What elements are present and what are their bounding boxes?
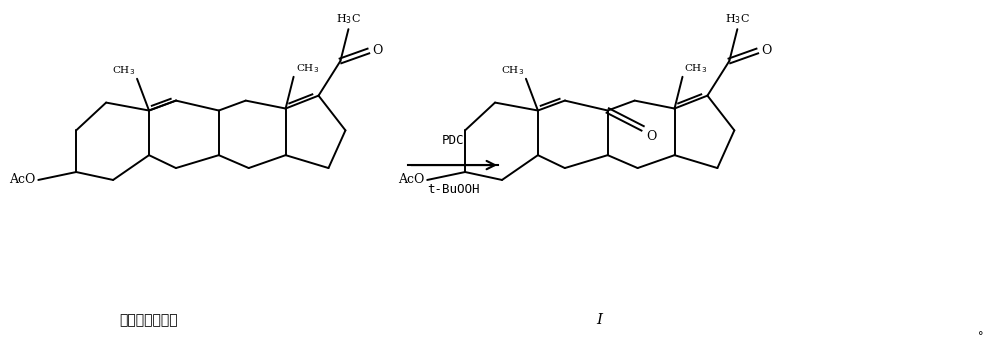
Text: O: O — [372, 44, 383, 57]
Text: °: ° — [978, 331, 984, 341]
Text: CH$_3$: CH$_3$ — [296, 62, 319, 75]
Text: CH$_3$: CH$_3$ — [501, 64, 524, 77]
Text: I: I — [597, 313, 603, 327]
Text: H$_3$C: H$_3$C — [725, 12, 750, 26]
Text: O: O — [761, 44, 772, 57]
Text: AcO: AcO — [9, 174, 35, 187]
Text: CH$_3$: CH$_3$ — [684, 62, 708, 75]
Text: H$_3$C: H$_3$C — [336, 12, 361, 26]
Text: AcO: AcO — [398, 174, 424, 187]
Text: O: O — [647, 130, 657, 143]
Text: 双烯醇酮醒酸酯: 双烯醇酮醒酸酯 — [120, 313, 178, 327]
Text: t-BuOOH: t-BuOOH — [427, 183, 479, 196]
Text: CH$_3$: CH$_3$ — [112, 64, 135, 77]
Text: PDC: PDC — [442, 134, 464, 147]
